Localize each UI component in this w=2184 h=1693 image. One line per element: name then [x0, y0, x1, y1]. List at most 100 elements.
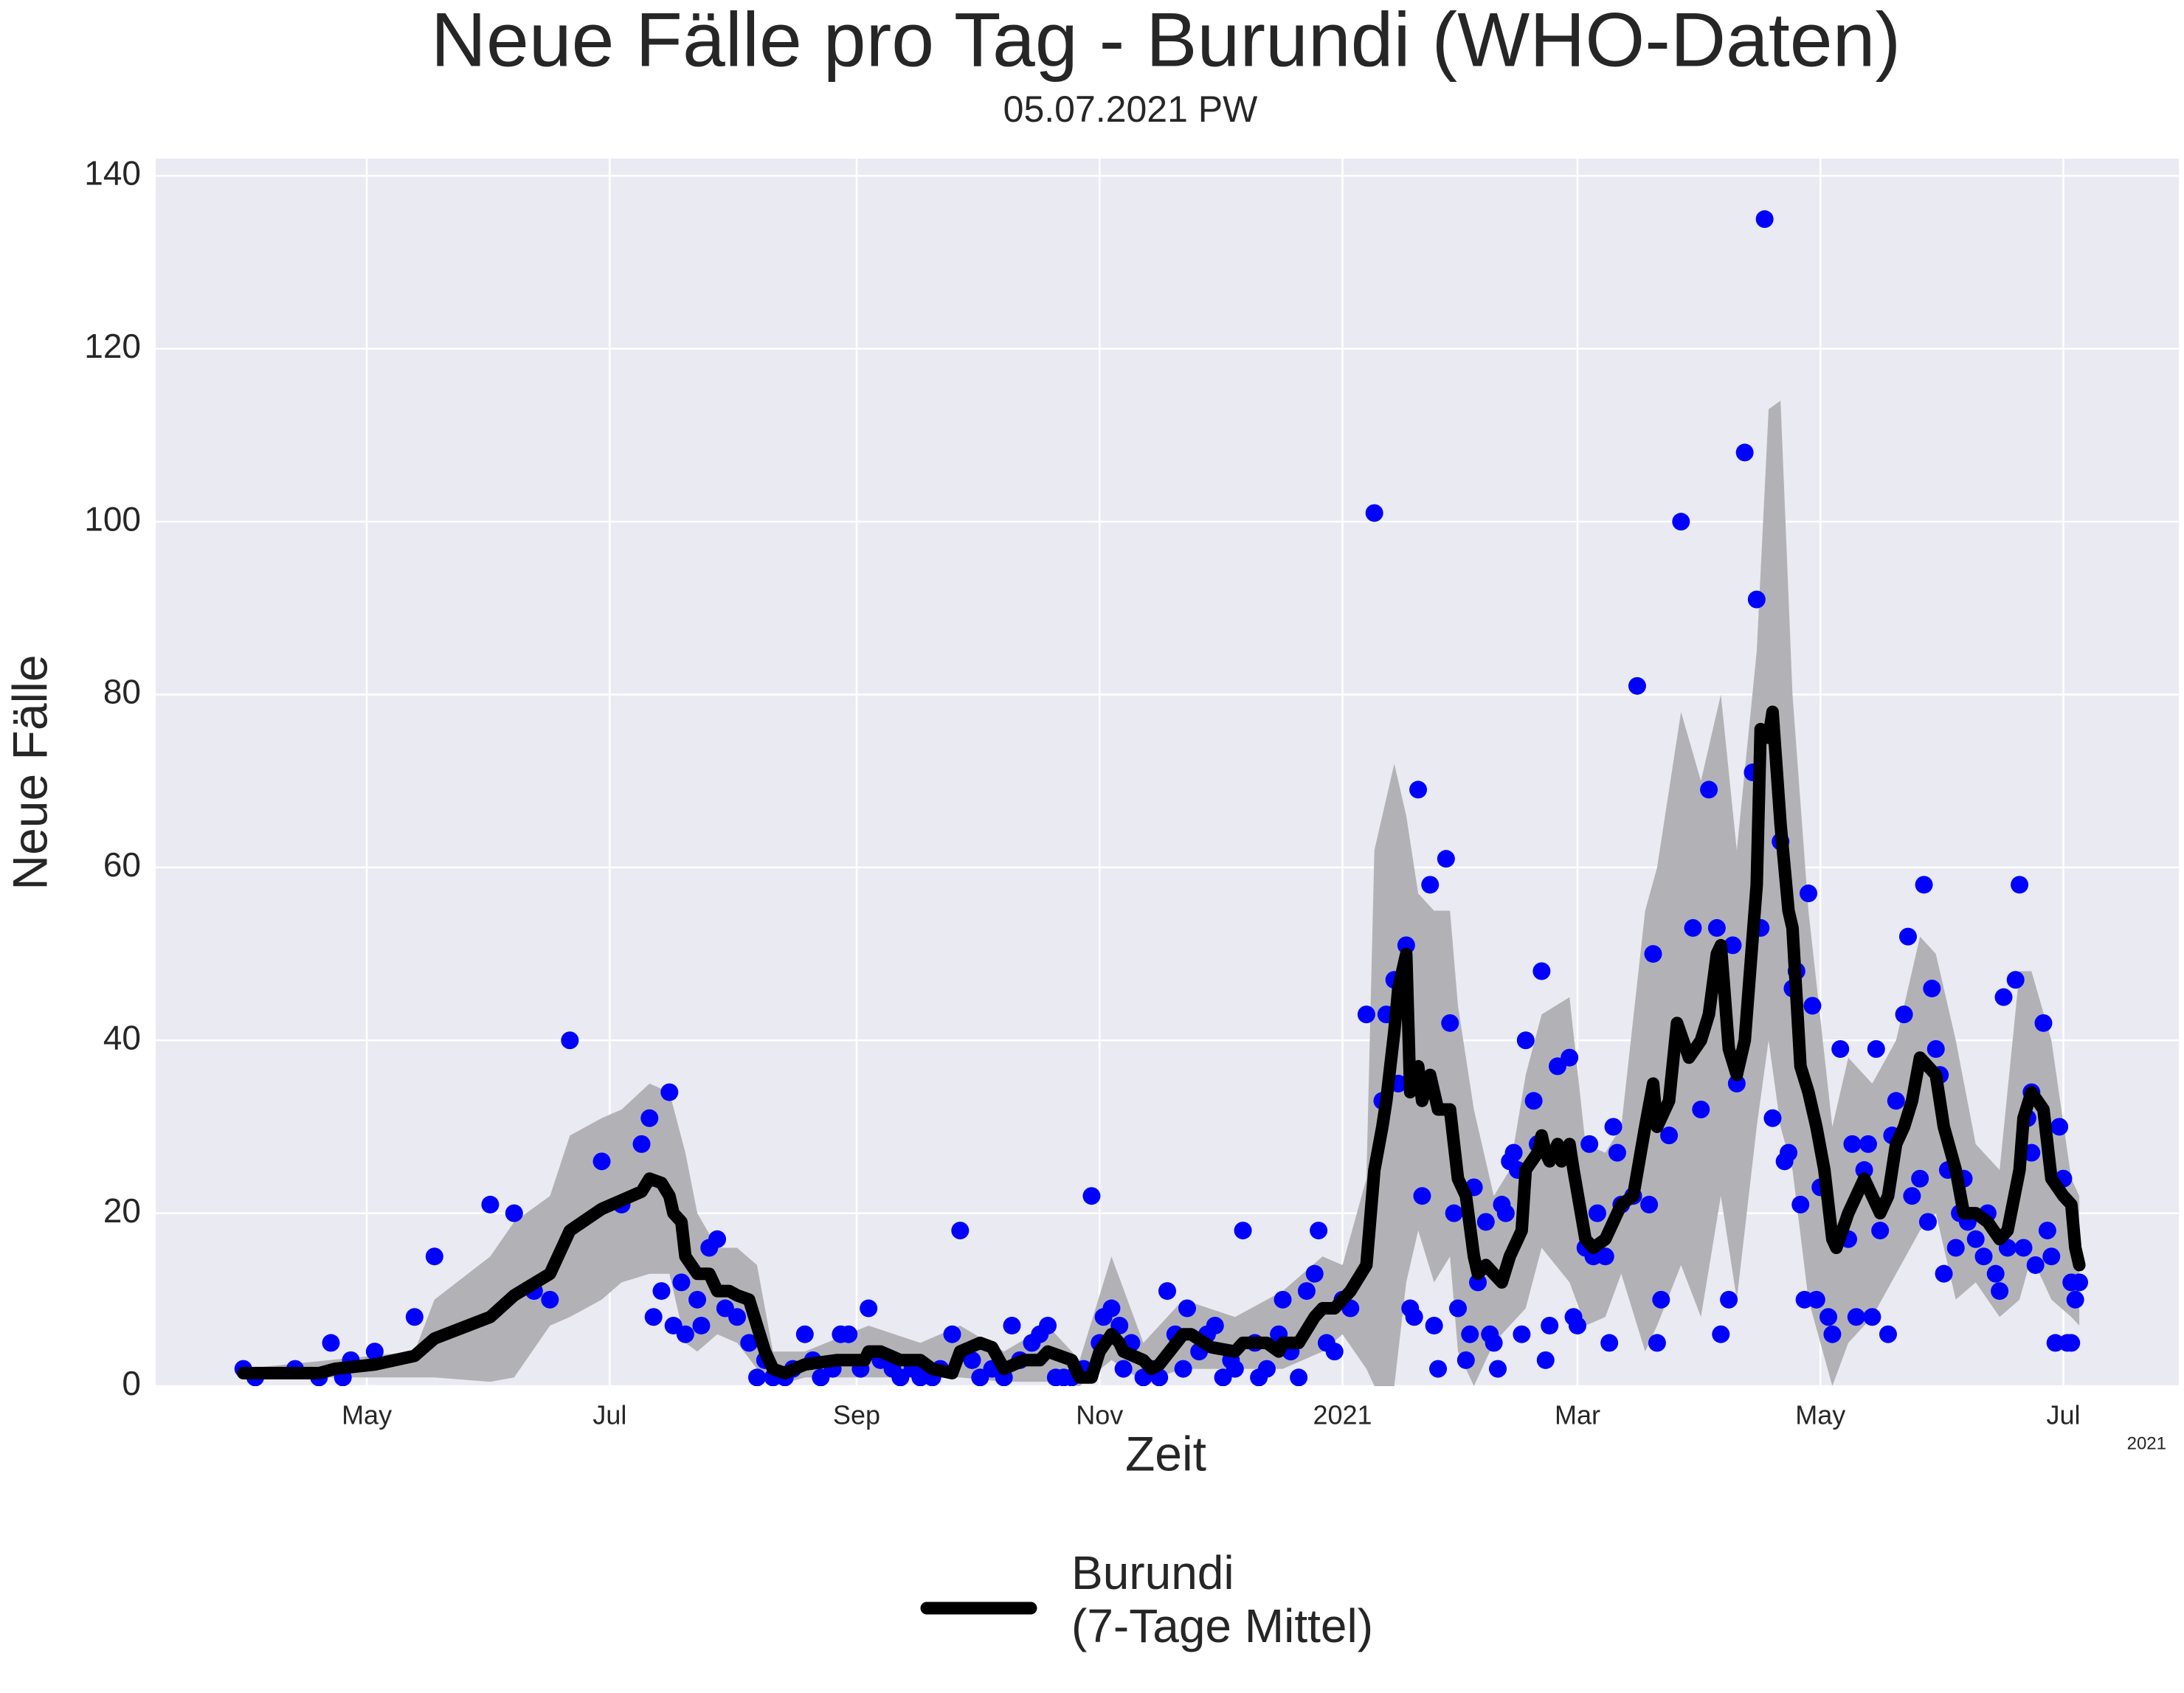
- data-point: [541, 1290, 559, 1309]
- x-tick-label: May: [342, 1400, 392, 1430]
- plot-content: [234, 210, 2089, 1386]
- data-point: [1516, 1031, 1535, 1050]
- data-point: [1712, 1325, 1730, 1343]
- data-point: [1234, 1222, 1252, 1240]
- data-point: [1684, 918, 1702, 937]
- data-point: [708, 1230, 727, 1248]
- data-point: [1206, 1316, 1224, 1334]
- data-point: [1859, 1135, 1877, 1153]
- data-point: [728, 1308, 747, 1326]
- data-point: [1887, 1092, 1905, 1110]
- data-point: [1991, 1282, 2009, 1301]
- data-point: [1174, 1360, 1192, 1378]
- data-point: [1608, 1143, 1626, 1162]
- data-point: [1297, 1282, 1316, 1301]
- data-point: [2011, 876, 2029, 894]
- data-point: [1763, 1109, 1782, 1127]
- data-point: [1660, 1126, 1679, 1145]
- data-point: [1867, 1039, 1885, 1058]
- data-point: [1489, 1360, 1507, 1378]
- data-point: [1257, 1360, 1276, 1378]
- data-point: [1644, 945, 1662, 963]
- data-point: [561, 1031, 579, 1050]
- y-tick-label: 60: [103, 845, 141, 884]
- data-point: [1485, 1334, 1503, 1352]
- data-point: [322, 1334, 340, 1352]
- data-point: [652, 1282, 671, 1301]
- data-point: [1003, 1316, 1021, 1334]
- data-point: [1724, 936, 1742, 955]
- data-point: [1780, 1143, 1798, 1162]
- data-point: [660, 1083, 679, 1101]
- data-point: [1911, 1169, 1929, 1188]
- data-point: [1541, 1316, 1559, 1334]
- data-point: [740, 1334, 758, 1352]
- data-point: [1879, 1325, 1897, 1343]
- data-point: [1966, 1230, 1985, 1248]
- data-point: [1807, 1290, 1825, 1309]
- y-tick-label: 140: [84, 154, 141, 193]
- data-point: [1923, 979, 1941, 997]
- confidence-band: [243, 401, 2080, 1386]
- data-point: [1843, 1135, 1862, 1153]
- data-point: [1461, 1325, 1479, 1343]
- data-point: [1926, 1039, 1945, 1058]
- data-point: [1692, 1101, 1710, 1119]
- data-point: [1707, 918, 1726, 937]
- data-point: [1820, 1308, 1838, 1326]
- data-point: [1102, 1299, 1121, 1318]
- data-point: [1986, 1264, 2005, 1283]
- data-point: [1898, 927, 1917, 946]
- data-point: [1755, 210, 1774, 229]
- data-point: [1803, 997, 1822, 1015]
- chart-subtitle: 05.07.2021 PW: [1003, 89, 1258, 130]
- data-point: [1847, 1308, 1865, 1326]
- data-point: [1994, 988, 2013, 1006]
- chart-title: Neue Fälle pro Tag - Burundi (WHO-Daten): [431, 0, 1901, 83]
- data-point: [405, 1308, 424, 1326]
- data-point: [2038, 1222, 2056, 1240]
- data-point: [1476, 1213, 1495, 1231]
- data-point: [1831, 1039, 1850, 1058]
- data-point: [688, 1290, 707, 1309]
- x-tick-label: Mar: [1555, 1400, 1600, 1430]
- x-tick-label: May: [1795, 1400, 1845, 1430]
- data-point: [1496, 1204, 1515, 1222]
- data-point: [1325, 1343, 1344, 1361]
- x-axis-label: Zeit: [1125, 1426, 1206, 1481]
- data-point: [1588, 1204, 1606, 1222]
- data-point: [1532, 962, 1551, 980]
- data-point: [1437, 850, 1455, 868]
- data-point: [1652, 1290, 1670, 1309]
- data-point: [1640, 1195, 1659, 1214]
- data-point: [1974, 1247, 1993, 1266]
- data-point: [1895, 1005, 1913, 1024]
- data-point: [1596, 1247, 1614, 1266]
- data-point: [1290, 1368, 1308, 1386]
- data-point: [2042, 1247, 2061, 1266]
- data-point: [2026, 1256, 2045, 1274]
- data-point: [1441, 1014, 1459, 1032]
- data-point: [2014, 1239, 2033, 1257]
- data-point: [748, 1368, 767, 1386]
- data-point: [1456, 1351, 1475, 1369]
- data-point: [1600, 1334, 1619, 1352]
- data-point: [1791, 1195, 1810, 1214]
- x-tick-label: Jul: [592, 1400, 626, 1430]
- y-tick-label: 40: [103, 1018, 141, 1056]
- data-point: [943, 1325, 961, 1343]
- data-point: [1568, 1316, 1586, 1334]
- data-point: [1039, 1316, 1057, 1334]
- data-point: [692, 1316, 711, 1334]
- data-point: [1935, 1264, 1953, 1283]
- data-point: [840, 1325, 858, 1343]
- data-point: [2070, 1273, 2089, 1292]
- data-point: [1365, 504, 1383, 522]
- data-point: [1413, 1187, 1431, 1205]
- y-tick-label: 120: [84, 327, 141, 365]
- data-point: [672, 1273, 691, 1292]
- data-point: [2050, 1118, 2069, 1136]
- data-point: [951, 1222, 970, 1240]
- data-point: [1800, 884, 1818, 903]
